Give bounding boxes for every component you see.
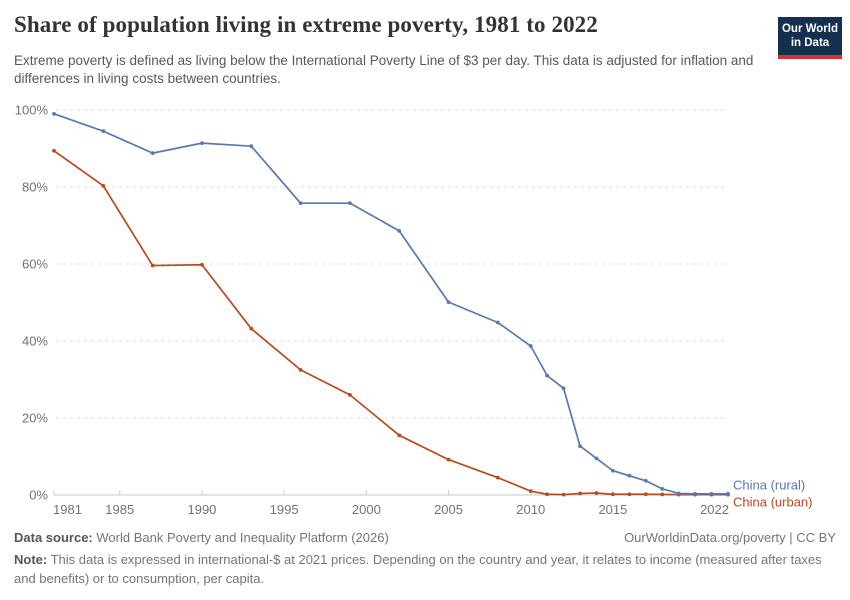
chart-subtitle: Extreme poverty is defined as living bel…	[14, 53, 754, 87]
china-rural-point[interactable]	[545, 373, 550, 378]
x-tick-label: 1990	[187, 502, 216, 517]
china-urban-point[interactable]	[397, 433, 402, 438]
logo-text-line2: in Data	[790, 37, 830, 50]
china-urban-point[interactable]	[627, 492, 632, 497]
x-tick-label: 1981	[53, 502, 82, 517]
china-urban-point[interactable]	[561, 492, 566, 497]
x-tick-label: 2000	[352, 502, 381, 517]
china-urban-point[interactable]	[101, 183, 106, 188]
china-urban-point[interactable]	[578, 491, 582, 496]
logo-text-line1: Our World	[781, 23, 838, 35]
china-urban-point[interactable]	[150, 263, 155, 268]
china-rural-point[interactable]	[693, 491, 698, 496]
china-urban-point[interactable]	[545, 492, 550, 497]
china-rural-point[interactable]	[348, 201, 352, 206]
china-rural-point[interactable]	[200, 141, 204, 146]
x-tick-label: 2005	[434, 502, 463, 517]
china-urban-point[interactable]	[528, 489, 533, 494]
china-rural-point[interactable]	[660, 486, 665, 491]
series-label-china-rural[interactable]: China (rural)	[733, 478, 805, 493]
y-tick-label: 0%	[29, 488, 48, 503]
x-tick-label: 1995	[270, 502, 299, 517]
y-tick-label: 40%	[22, 334, 48, 349]
china-urban-point[interactable]	[249, 326, 254, 331]
china-rural-point[interactable]	[561, 386, 566, 391]
owid-logo[interactable]: Our World in Data	[778, 17, 842, 59]
china-urban-point[interactable]	[643, 492, 648, 497]
series-label-china-urban[interactable]: China (urban)	[733, 495, 813, 510]
china-rural-point[interactable]	[249, 144, 254, 149]
line-chart-area[interactable]: 0% 20% 40% 60% 80% 100% 1981 1985 1990 1995 2000 20…	[0, 95, 850, 527]
china-rural-point[interactable]	[709, 491, 714, 496]
china-rural-point[interactable]	[643, 478, 648, 483]
china-rural-point[interactable]	[52, 111, 56, 116]
china-rural-point[interactable]	[298, 201, 303, 206]
x-tick-label: 1985	[105, 502, 134, 517]
china-urban-point[interactable]	[611, 492, 615, 497]
china-rural-point[interactable]	[495, 320, 500, 325]
y-tick-label: 80%	[22, 180, 48, 195]
china-rural-point[interactable]	[101, 129, 106, 134]
x-tick-label: 2010	[516, 502, 545, 517]
china-rural-point[interactable]	[578, 444, 582, 449]
china-urban-point[interactable]	[52, 148, 56, 153]
china-rural-point[interactable]	[627, 473, 632, 478]
china-rural-point[interactable]	[150, 151, 155, 156]
data-source-line: Data source: World Bank Poverty and Ineq…	[14, 530, 389, 545]
china-urban-point[interactable]	[660, 492, 665, 497]
x-tick-label: 2015	[598, 502, 627, 517]
china-rural-point[interactable]	[676, 491, 681, 496]
note-text: This data is expressed in international-…	[14, 552, 822, 586]
china-rural-point[interactable]	[594, 456, 599, 461]
note-label: Note:	[14, 552, 48, 567]
x-tick-label: 2022	[700, 502, 729, 517]
poverty-line-chart[interactable]: 0% 20% 40% 60% 80% 100% 1981 1985 1990 1995 2000 20…	[0, 95, 850, 527]
y-tick-label: 60%	[22, 257, 48, 272]
china-urban-line[interactable]	[53, 149, 729, 496]
y-tick-label: 100%	[15, 103, 49, 118]
data-source-label: Data source:	[14, 530, 93, 545]
china-rural-point[interactable]	[397, 228, 402, 233]
page-title: Share of population living in extreme po…	[14, 12, 598, 37]
china-rural-point[interactable]	[446, 300, 451, 305]
footer-note: Note: This data is expressed in internat…	[14, 551, 836, 589]
china-rural-point[interactable]	[528, 344, 533, 348]
china-urban-point[interactable]	[298, 367, 303, 372]
china-rural-point[interactable]	[611, 468, 615, 473]
china-urban-point[interactable]	[200, 262, 204, 267]
china-urban-point[interactable]	[446, 457, 451, 462]
footer: Data source: World Bank Poverty and Ineq…	[14, 530, 836, 589]
data-source-text: World Bank Poverty and Inequality Platfo…	[96, 530, 389, 545]
china-urban-point[interactable]	[495, 475, 500, 480]
china-urban-point[interactable]	[594, 491, 599, 495]
y-tick-label: 20%	[22, 411, 48, 426]
china-urban-point[interactable]	[348, 393, 352, 397]
china-rural-line[interactable]	[53, 113, 729, 495]
footer-citation-link[interactable]: OurWorldinData.org/poverty | CC BY	[624, 530, 836, 545]
china-rural-point[interactable]	[726, 491, 730, 496]
